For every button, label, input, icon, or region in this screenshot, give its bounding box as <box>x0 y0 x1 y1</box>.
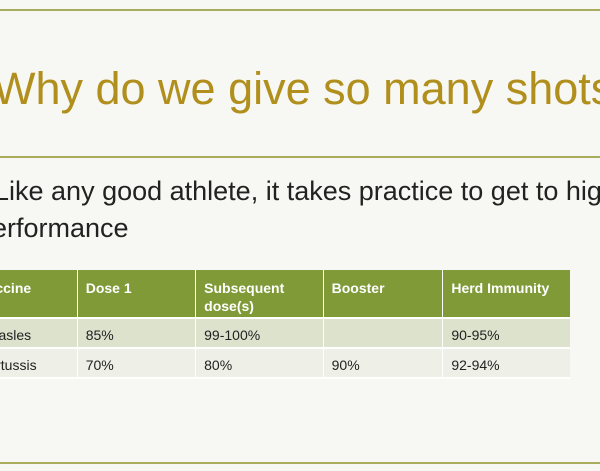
cell-vaccine: Pertussis <box>0 348 78 379</box>
slide-title: Why do we give so many shots? <box>0 63 600 114</box>
header-dose1: Dose 1 <box>76 270 196 319</box>
body-line-2: performance <box>0 213 129 243</box>
top-divider <box>0 9 600 11</box>
table-row: Measles 85% 99-100% 90-95% <box>0 318 570 349</box>
table-header-row: Vaccine Dose 1 Subsequent dose(s) Booste… <box>0 270 570 319</box>
bottom-divider <box>0 462 600 464</box>
cell-vaccine: Measles <box>0 318 78 349</box>
table-row: Pertussis 70% 80% 90% 92-94% <box>0 348 570 379</box>
body-line-1: Like any good athlete, it takes practice… <box>0 176 600 206</box>
cell-subsequent: 80% <box>195 348 324 379</box>
header-subsequent: Subsequent dose(s) <box>195 270 324 319</box>
slide-body: Like any good athlete, it takes practice… <box>0 173 600 247</box>
header-subsequent-label: Subsequent dose(s) <box>204 280 285 314</box>
header-vaccine: Vaccine <box>0 270 78 319</box>
cell-dose1: 85% <box>76 318 196 349</box>
cell-subsequent: 99-100% <box>195 318 324 349</box>
cell-herd-immunity: 90-95% <box>442 318 570 349</box>
cell-dose1: 70% <box>76 348 196 379</box>
vaccine-table: Vaccine Dose 1 Subsequent dose(s) Booste… <box>0 270 570 379</box>
header-booster: Booster <box>322 270 443 319</box>
cell-booster: 90% <box>322 348 443 379</box>
title-divider <box>0 156 600 158</box>
header-herd-immunity: Herd Immunity <box>442 270 570 319</box>
cell-booster <box>322 318 443 349</box>
cell-herd-immunity: 92-94% <box>442 348 570 379</box>
